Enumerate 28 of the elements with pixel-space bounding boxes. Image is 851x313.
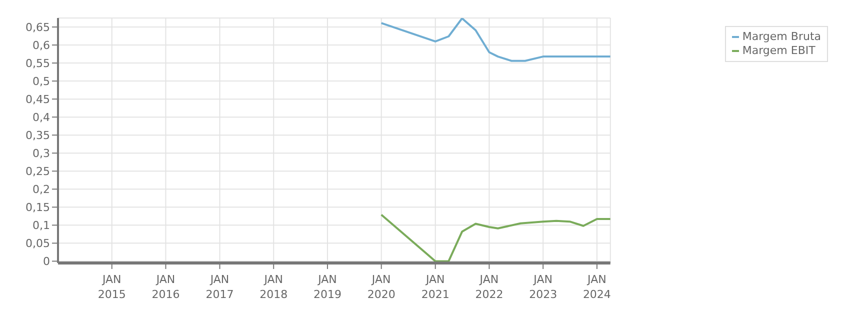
legend-label: Margem EBIT bbox=[742, 44, 816, 58]
y-tick-label: 0,15 bbox=[26, 201, 50, 214]
x-tick-label: JAN 2024 bbox=[582, 273, 611, 301]
y-tick-label: 0,55 bbox=[26, 56, 50, 70]
y-tick-label: 0,2 bbox=[32, 183, 50, 196]
x-tick-label: JAN 2021 bbox=[421, 273, 450, 301]
x-tick-label: JAN 2016 bbox=[152, 273, 180, 301]
x-tick-label: JAN 2020 bbox=[367, 273, 396, 301]
x-tick-label: JAN 2023 bbox=[529, 273, 558, 301]
x-tick-label: JAN 2018 bbox=[260, 273, 288, 301]
legend-label: Margem Bruta bbox=[742, 30, 821, 44]
y-tick-label: 0,3 bbox=[32, 147, 50, 160]
y-tick-label: 0,35 bbox=[26, 129, 50, 142]
x-tick-label: JAN 2017 bbox=[206, 273, 234, 301]
y-tick-label: 0,45 bbox=[26, 92, 50, 106]
line-series bbox=[380, 18, 610, 62]
y-tick-label: 0,4 bbox=[32, 110, 50, 124]
y-tick-label: 0 bbox=[43, 255, 50, 268]
y-tick-label: 0,65 bbox=[26, 20, 50, 34]
line-series bbox=[380, 214, 610, 262]
y-tick-label: 0,1 bbox=[32, 219, 50, 232]
y-tick-label: 0,05 bbox=[26, 237, 50, 250]
x-tick-label: JAN 2019 bbox=[313, 273, 342, 301]
y-tick-label: 0,5 bbox=[32, 74, 50, 88]
y-tick-label: 0,6 bbox=[32, 38, 50, 52]
x-tick-label: JAN 2015 bbox=[98, 273, 126, 301]
y-tick-label: 0,25 bbox=[26, 165, 50, 178]
x-tick-label: JAN 2022 bbox=[475, 273, 504, 301]
